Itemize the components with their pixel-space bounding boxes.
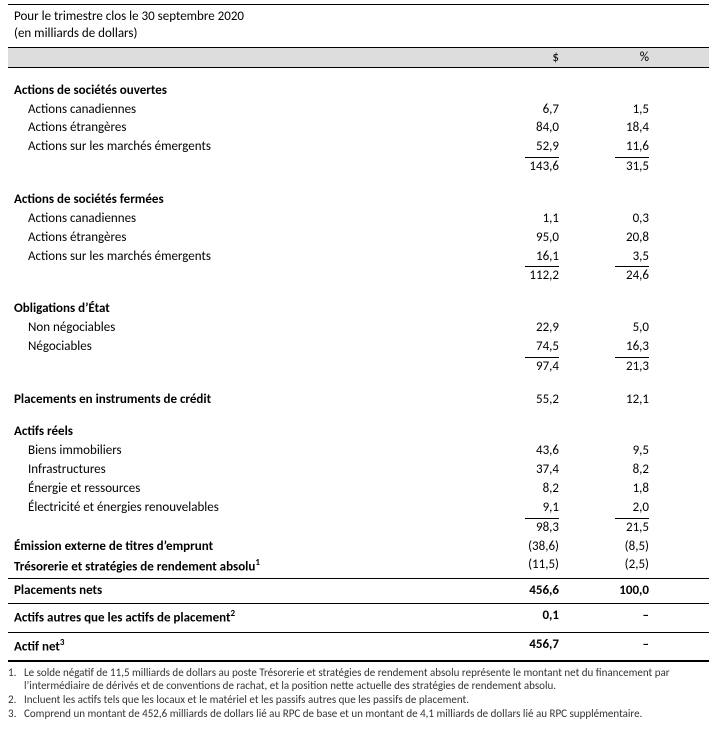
- table-row: Non négociables 22,9 5,0: [8, 319, 709, 338]
- section-cash: Trésorerie et stratégies de rendement ab…: [8, 556, 709, 577]
- column-header-row: $ %: [8, 48, 709, 68]
- table-header: Pour le trimestre clos le 30 septembre 2…: [8, 4, 709, 48]
- section-title-real: Actifs réels: [8, 423, 709, 442]
- header-line1: Pour le trimestre clos le 30 septembre 2…: [14, 9, 703, 26]
- footnotes: 1.Le solde négatif de 11,5 milliards de …: [8, 666, 709, 721]
- footnote-2: Incluent les actifs tels que les locaux …: [22, 693, 709, 707]
- col-header-percent: %: [599, 50, 709, 65]
- section-title-closed: Actions de sociétés fermées: [8, 191, 709, 210]
- table-row: Actions étrangères 84,0 18,4: [8, 119, 709, 138]
- table-row: Infrastructures 37,4 8,2: [8, 461, 709, 480]
- subtotal-row: 97,4 21,3: [8, 358, 709, 377]
- col-header-dollar: $: [489, 50, 599, 65]
- section-title-gov: Obligations d’État: [8, 300, 709, 319]
- table-row: Actions canadiennes 6,7 1,5: [8, 101, 709, 120]
- table-row: Actions sur les marchés émergents 52,9 1…: [8, 138, 709, 158]
- section-title-open: Actions de sociétés ouvertes: [8, 82, 709, 101]
- table-row: Biens immobiliers 43,6 9,5: [8, 442, 709, 461]
- total-net-assets: Actif net3 456,7 –: [8, 632, 709, 662]
- section-debt: Émission externe de titres d’emprunt 38,…: [8, 538, 709, 557]
- table-row: Actions canadiennes 1,1 0,3: [8, 210, 709, 229]
- header-line2: (en milliards de dollars): [14, 26, 703, 43]
- subtotal-row: 98,3 21,5: [8, 519, 709, 538]
- subtotal-row: 112,2 24,6: [8, 267, 709, 286]
- total-net-investments: Placements nets 456,6 100,0: [8, 578, 709, 604]
- table-row: Négociables 74,5 16,3: [8, 338, 709, 358]
- total-other-assets: Actifs autres que les actifs de placemen…: [8, 603, 709, 631]
- table-row: Actions sur les marchés émergents 16,1 3…: [8, 248, 709, 268]
- table-row: Électricité et énergies renouvelables 9,…: [8, 499, 709, 519]
- footnote-1: Le solde négatif de 11,5 milliards de do…: [22, 666, 709, 694]
- subtotal-row: 143,6 31,5: [8, 158, 709, 177]
- footnote-3: Comprend un montant de 452,6 milliards d…: [22, 707, 709, 721]
- section-credit: Placements en instruments de crédit 55,2…: [8, 391, 709, 410]
- table-row: Actions étrangères 95,0 20,8: [8, 229, 709, 248]
- table-row: Énergie et ressources 8,2 1,8: [8, 480, 709, 499]
